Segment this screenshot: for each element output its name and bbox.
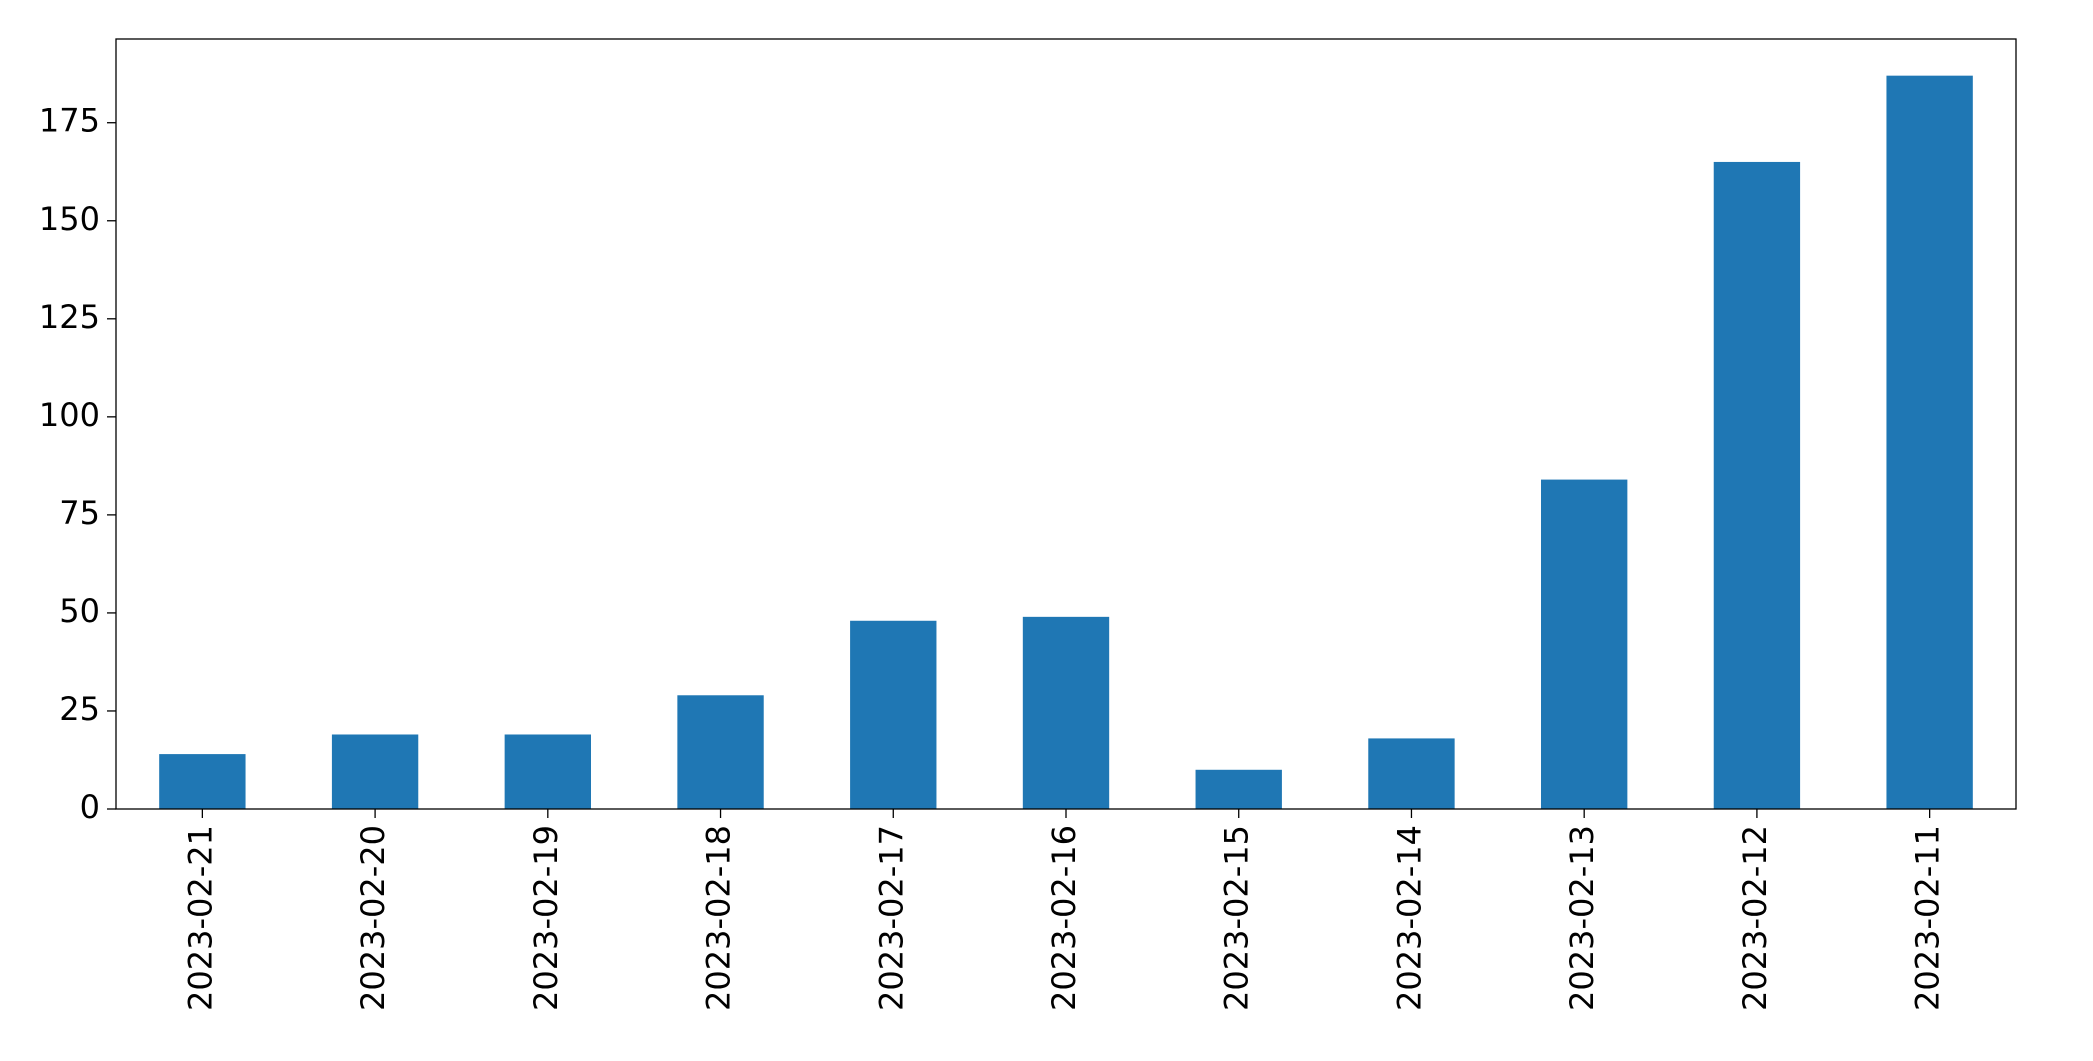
bar <box>850 620 937 809</box>
bar <box>504 734 591 809</box>
x-tick-label: 2023-02-11 <box>1909 825 1947 1011</box>
bar <box>1713 161 1801 810</box>
y-tick-label: 25 <box>59 690 100 728</box>
bar <box>1368 738 1455 809</box>
y-tick-label: 75 <box>59 494 100 532</box>
x-tick-label: 2023-02-16 <box>1045 825 1083 1011</box>
bar <box>1022 616 1110 809</box>
bar <box>1886 75 1973 809</box>
y-tick-label: 100 <box>39 396 100 434</box>
y-tick-label: 0 <box>80 788 100 826</box>
x-tick-label: 2023-02-14 <box>1390 825 1428 1011</box>
x-tick-label: 2023-02-13 <box>1563 825 1601 1011</box>
bar <box>159 754 246 809</box>
y-tick-label: 175 <box>39 102 100 140</box>
x-tick-label: 2023-02-20 <box>354 825 392 1011</box>
bar <box>677 695 764 809</box>
bar <box>331 734 419 809</box>
bar <box>1541 479 1628 809</box>
x-tick-label: 2023-02-12 <box>1736 825 1774 1011</box>
x-tick-label: 2023-02-19 <box>527 825 565 1011</box>
bar <box>1195 769 1282 809</box>
x-tick-label: 2023-02-18 <box>700 825 738 1011</box>
y-tick-label: 150 <box>39 200 100 238</box>
y-tick-label: 50 <box>59 592 100 630</box>
x-tick-label: 2023-02-15 <box>1218 825 1256 1011</box>
y-tick-label: 125 <box>39 298 100 336</box>
plot-frame <box>115 38 2017 810</box>
x-tick-label: 2023-02-17 <box>872 825 910 1011</box>
x-tick-label: 2023-02-21 <box>181 825 219 1011</box>
